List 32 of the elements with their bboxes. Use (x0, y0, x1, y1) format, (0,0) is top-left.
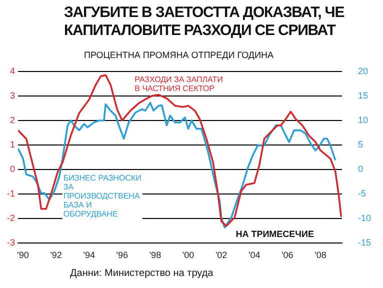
y2-tick-label: -10 (358, 213, 372, 224)
y-tick-label: 0 (10, 164, 15, 174)
y-tick-label: 4 (10, 66, 15, 76)
x-tick-label: '90 (17, 250, 29, 260)
x-axis-title: НА ТРИМЕСЕЧИЕ (236, 229, 314, 240)
x-tick-label: '04 (248, 250, 260, 260)
text: Данни: Министерство на труда (70, 268, 214, 279)
x-tick-label: '00 (182, 250, 194, 260)
y2-tick-label: 0 (358, 164, 364, 174)
y2-tick-label: 20 (358, 66, 368, 76)
y-tick-label: 2 (10, 114, 15, 125)
y-tick-label: 3 (10, 90, 15, 100)
x-tick-label: '96 (116, 250, 128, 260)
y2-tick-label: -15 (358, 238, 372, 248)
x-tick-label: '98 (149, 250, 162, 260)
y-tick-label: -1 (6, 188, 15, 199)
x-tick-label: '02 (215, 250, 228, 260)
series-label: РАЗХОДИ ЗА ЗАПЛАТИ В ЧАСТНИЯ СЕКТОР (134, 74, 224, 93)
y-tick-label: 1 (10, 140, 15, 150)
x-tick-label: '94 (83, 250, 95, 260)
y2-tick-label: -5 (358, 188, 366, 199)
series-label: БИЗНЕС РАЗНОСКИ ЗА ПРОИЗВОДСТВЕНА БАЗА И ОБОРУДВАНЕ (63, 174, 142, 219)
x-tick-label: '92 (50, 250, 62, 260)
y2-tick-label: 5 (358, 140, 364, 150)
y-axis-title: ПРОЦЕНТНА ПРОМЯНА ОТПРЕДИ ГОДИНА (84, 50, 274, 60)
chart-title: ЗАГУБИТЕ В ЗАЕТОСТТА ДОКАЗВАТ, ЧЕ КАПИТАЛОВИТЕ РАЗХОДИ СЕ СРИВАТ (64, 4, 346, 40)
y-tick-label: -3 (6, 238, 15, 248)
x-tick-label: '08 (314, 250, 326, 260)
x-tick-label: '06 (282, 250, 294, 260)
y2-tick-label: 15 (358, 90, 368, 100)
y2-tick-label: 10 (358, 114, 368, 125)
y-tick-label: -2 (6, 213, 15, 224)
